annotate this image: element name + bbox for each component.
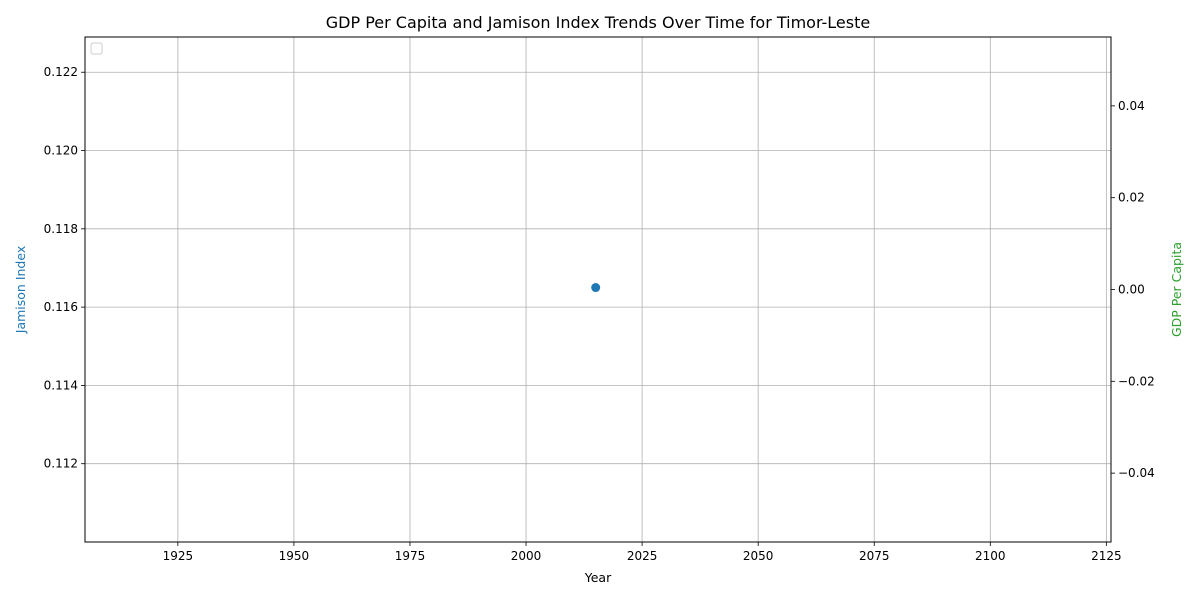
x-tick-label: 2025	[627, 549, 658, 563]
data-layer	[591, 283, 601, 293]
y-axis-right-label: GDP Per Capita	[1169, 242, 1184, 337]
x-tick-label: 2050	[743, 549, 774, 563]
chart-title: GDP Per Capita and Jamison Index Trends …	[326, 13, 870, 32]
x-tick-label: 2125	[1091, 549, 1122, 563]
axes: 1925 1950 1975 2000 2025 2050 2075 2100 2125 0.11…	[44, 65, 1155, 563]
x-tick-label: 2075	[859, 549, 890, 563]
x-axis-label: Year	[584, 570, 612, 585]
y-left-tick-label: 0.118	[44, 222, 78, 236]
grid	[85, 37, 1111, 542]
y-right-tick-label: −0.04	[1118, 466, 1155, 480]
x-tick-label: 1950	[279, 549, 310, 563]
y-left-tick-label: 0.112	[44, 457, 78, 471]
x-tick-label: 1975	[395, 549, 426, 563]
y-right-tick-label: −0.02	[1118, 374, 1155, 388]
y-left-tick-label: 0.114	[44, 378, 78, 392]
x-tick-label: 2100	[975, 549, 1006, 563]
legend-box	[90, 42, 103, 55]
y-left-tick-label: 0.116	[44, 300, 78, 314]
x-tick-label: 2000	[511, 549, 542, 563]
y-right-tick-label: 0.00	[1118, 283, 1145, 297]
y-left-tick-label: 0.120	[44, 144, 78, 158]
legend	[90, 42, 103, 55]
x-tick-label: 1925	[163, 549, 194, 563]
data-point	[591, 283, 601, 293]
y-axis-left-label: Jamison Index	[13, 246, 28, 334]
y-right-tick-label: 0.02	[1118, 191, 1145, 205]
y-right-tick-label: 0.04	[1118, 99, 1145, 113]
y-left-tick-label: 0.122	[44, 65, 78, 79]
